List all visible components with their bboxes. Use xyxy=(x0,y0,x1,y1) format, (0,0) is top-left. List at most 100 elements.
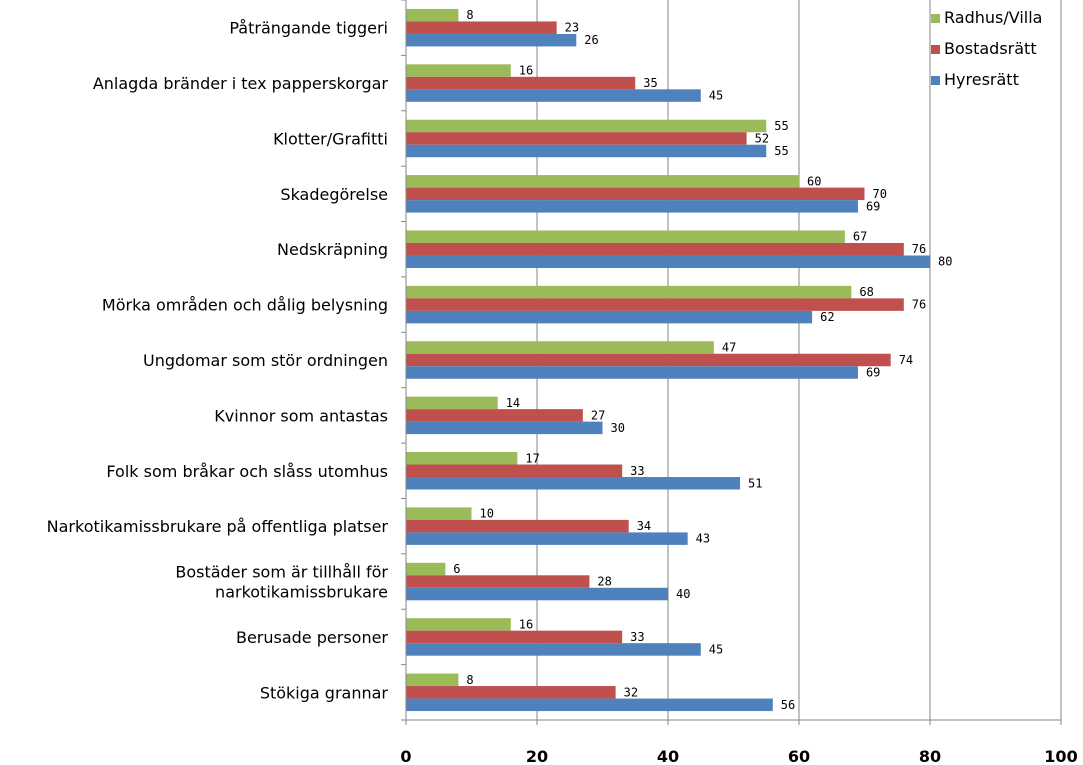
data-label: 17 xyxy=(525,451,539,465)
category-label: Ungdomar som stör ordningen xyxy=(143,351,388,370)
category-label: Berusade personer xyxy=(236,628,388,647)
bar xyxy=(406,630,623,644)
bar xyxy=(406,255,930,268)
data-label: 76 xyxy=(912,298,926,312)
bar xyxy=(406,119,767,133)
x-tick-label: 40 xyxy=(657,747,679,765)
data-label: 8 xyxy=(466,8,473,22)
bar xyxy=(406,230,845,243)
bar xyxy=(406,310,813,324)
data-label: 80 xyxy=(938,255,952,269)
data-label: 70 xyxy=(873,187,887,201)
data-label: 69 xyxy=(866,199,880,213)
legend-label: Hyresrätt xyxy=(944,70,1019,89)
x-tick-label: 0 xyxy=(400,747,411,765)
category-label: Anlagda bränder i tex papperskorgar xyxy=(93,74,389,93)
bar xyxy=(406,532,688,545)
bar xyxy=(406,21,557,34)
data-label: 32 xyxy=(624,685,638,699)
bar xyxy=(406,686,616,699)
bar xyxy=(406,89,701,102)
data-label: 40 xyxy=(676,587,690,601)
bar xyxy=(406,562,446,576)
bar xyxy=(406,285,852,299)
data-label: 68 xyxy=(859,285,873,299)
data-label: 67 xyxy=(853,230,867,244)
legend-swatch xyxy=(931,45,940,54)
data-label: 6 xyxy=(453,562,460,576)
data-label: 14 xyxy=(506,396,520,410)
bar xyxy=(406,366,858,379)
category-label: Kvinnor som antastas xyxy=(214,406,388,425)
legend-label: Bostadsrätt xyxy=(944,39,1037,58)
legend-swatch xyxy=(931,14,940,23)
data-label: 33 xyxy=(630,464,644,478)
data-label: 45 xyxy=(709,642,723,656)
bar xyxy=(406,575,590,588)
data-label: 34 xyxy=(637,519,651,533)
data-label: 55 xyxy=(774,119,788,133)
data-label: 35 xyxy=(643,76,657,90)
x-tick-label: 60 xyxy=(788,747,810,765)
category-label: Nedskräpning xyxy=(277,240,388,259)
category-label: Bostäder som är tillhåll för xyxy=(175,563,388,582)
bar xyxy=(406,643,701,656)
bar xyxy=(406,187,865,201)
category-label: narkotikamissbrukare xyxy=(215,583,388,602)
bar xyxy=(406,8,459,22)
category-label: Klotter/Grafitti xyxy=(273,129,388,148)
data-label: 43 xyxy=(696,532,710,546)
bar xyxy=(406,353,891,367)
bar xyxy=(406,341,714,354)
x-tick-label: 100 xyxy=(1044,747,1077,765)
data-label: 51 xyxy=(748,476,762,490)
x-tick-label: 80 xyxy=(919,747,941,765)
data-label: 33 xyxy=(630,630,644,644)
x-tick-label: 20 xyxy=(526,747,548,765)
data-label: 52 xyxy=(755,131,769,145)
data-label: 16 xyxy=(519,64,533,78)
data-label: 47 xyxy=(722,341,736,355)
data-label: 28 xyxy=(597,575,611,589)
data-label: 76 xyxy=(912,242,926,256)
data-label: 27 xyxy=(591,408,605,422)
bar xyxy=(406,698,773,712)
data-label: 69 xyxy=(866,366,880,380)
bar xyxy=(406,464,623,478)
category-label: Narkotikamissbrukare på offentliga plats… xyxy=(47,517,389,536)
data-label: 56 xyxy=(781,698,795,712)
data-label: 62 xyxy=(820,310,834,324)
bar xyxy=(406,452,518,465)
data-label: 8 xyxy=(466,673,473,687)
data-label: 16 xyxy=(519,617,533,631)
bar xyxy=(406,421,603,435)
category-label: Mörka områden och dålig belysning xyxy=(102,296,388,315)
bar xyxy=(406,618,511,631)
category-label: Skadegörelse xyxy=(280,185,388,204)
bar xyxy=(406,673,459,687)
data-label: 45 xyxy=(709,89,723,103)
bar xyxy=(406,144,767,158)
category-label: Stökiga grannar xyxy=(260,683,389,702)
category-label: Påträngande tiggeri xyxy=(229,19,388,38)
data-label: 10 xyxy=(480,507,494,521)
bar xyxy=(406,242,904,256)
bar xyxy=(406,477,741,490)
data-label: 30 xyxy=(611,421,625,435)
data-label: 60 xyxy=(807,174,821,188)
bar xyxy=(406,132,747,145)
bar xyxy=(406,519,629,533)
legend-swatch xyxy=(931,76,940,85)
bar xyxy=(406,396,498,410)
bar xyxy=(406,33,577,47)
data-label: 74 xyxy=(899,353,913,367)
bar xyxy=(406,409,583,422)
bar xyxy=(406,64,511,77)
data-label: 23 xyxy=(565,21,579,35)
data-label: 26 xyxy=(584,33,598,47)
bar xyxy=(406,200,858,213)
bar xyxy=(406,76,636,90)
category-label: Folk som bråkar och slåss utomhus xyxy=(106,462,388,481)
data-label: 55 xyxy=(774,144,788,158)
